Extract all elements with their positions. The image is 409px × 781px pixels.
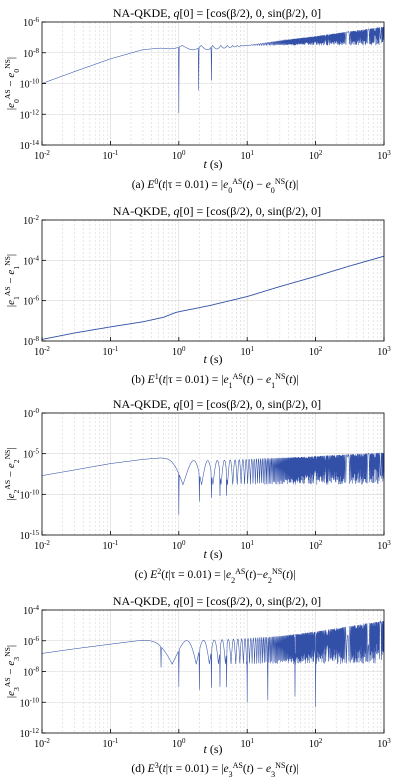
y-tick-label: 10-8 <box>23 666 39 679</box>
x-tick-label: 102 <box>309 539 323 552</box>
x-tick-label: 101 <box>240 149 254 162</box>
y-tick-label: 10-12 <box>20 108 40 121</box>
axes-box <box>41 219 385 342</box>
figure-caption: (d) E3(t|τ = 0.01) = |e3AS(t) − e3NS(t)| <box>131 761 298 779</box>
y-tick-label: 10-5 <box>23 448 39 461</box>
x-tick-label: 10-2 <box>34 345 50 358</box>
x-tick-label: 100 <box>172 345 186 358</box>
x-axis-label: t (s) <box>203 157 222 171</box>
x-tick-label: 102 <box>309 737 323 750</box>
x-tick-label: 103 <box>377 149 391 162</box>
y-axis-label: |e3AS − e3NS| <box>3 645 21 698</box>
x-tick-label: 101 <box>240 737 254 750</box>
y-axis-label: |e0AS − e0NS| <box>3 57 21 110</box>
y-tick-label: 10-10 <box>20 696 40 709</box>
x-tick-label: 100 <box>172 539 186 552</box>
series-line-c-0 <box>41 452 385 515</box>
y-tick-label: 10-14 <box>20 139 40 152</box>
x-tick-label: 103 <box>377 737 391 750</box>
x-tick-label: 10-2 <box>34 539 50 552</box>
y-axis-label: |e2AS − e2NS| <box>3 447 21 500</box>
grid <box>42 220 384 341</box>
axes-box <box>41 412 385 536</box>
y-tick-label: 10-6 <box>23 635 39 648</box>
x-tick-label: 102 <box>309 345 323 358</box>
y-axis-label-text: |e1AS − e1NS| <box>3 254 21 307</box>
y-tick-label: 10-2 <box>23 214 39 227</box>
figure-caption: (c) E2(t|τ = 0.01) = |e2AS(t)−e2NS(t)| <box>135 567 296 585</box>
x-tick-label: 101 <box>240 345 254 358</box>
x-axis-label: t (s) <box>203 547 222 561</box>
y-tick-label: 10-8 <box>23 335 39 348</box>
y-tick-label: 10-6 <box>23 295 39 308</box>
x-tick-label: 10-2 <box>34 149 50 162</box>
panel-d: 10-2 10-1 100 101 102 103 10-12 10-10 10-8 10-6 10… <box>3 594 392 779</box>
x-axis-label: t (s) <box>203 742 222 756</box>
y-tick-label: 10-10 <box>20 78 40 91</box>
y-axis-label: |e1AS − e1NS| <box>3 254 21 307</box>
y-tick-label: 10-0 <box>23 407 39 420</box>
x-axis-label: t (s) <box>203 352 222 366</box>
figure-caption: (a) E0(t|τ = 0.01) = |e0AS(t) − e0NS(t)| <box>132 177 299 195</box>
panel-b: 10-2 10-1 100 101 102 103 10-8 10-6 10-4 10-2 NA-Q… <box>3 204 392 390</box>
y-tick-label: 10-4 <box>23 254 39 267</box>
chart-title: NA-QKDE, q[0] = [cos(β/2), 0, sin(β/2), … <box>113 594 321 608</box>
chart-title: NA-QKDE, q[0] = [cos(β/2), 0, sin(β/2), … <box>113 397 321 411</box>
x-tick-label: 102 <box>309 149 323 162</box>
series-line-b-0 <box>41 255 385 340</box>
series-line-a-0 <box>41 26 385 114</box>
panel-c: 10-2 10-1 100 101 102 103 10-15 10-10 10-5 10-0 NA… <box>3 397 392 585</box>
x-tick-label: 100 <box>172 737 186 750</box>
x-tick-label: 10-1 <box>102 539 118 552</box>
y-tick-label: 10-15 <box>20 529 40 542</box>
chart-title: NA-QKDE, q[0] = [cos(β/2), 0, sin(β/2), … <box>113 204 321 218</box>
y-axis-label-text: |e0AS − e0NS| <box>3 57 21 110</box>
y-tick-label: 10-10 <box>20 488 40 501</box>
y-tick-label: 10-6 <box>23 16 39 29</box>
y-tick-label: 10-8 <box>23 47 39 60</box>
series-line-d-0 <box>41 620 385 707</box>
y-tick-label: 10-4 <box>23 604 39 617</box>
x-tick-label: 10-1 <box>102 737 118 750</box>
x-tick-label: 10-1 <box>102 345 118 358</box>
chart-title: NA-QKDE, q[0] = [cos(β/2), 0, sin(β/2), … <box>113 6 321 20</box>
x-tick-label: 100 <box>172 149 186 162</box>
y-tick-label: 10-12 <box>20 727 40 740</box>
panel-a: 10-2 10-1 100 101 102 103 10-14 10-12 10-10 10-8 1… <box>3 6 392 195</box>
y-axis-label-text: |e3AS − e3NS| <box>3 645 21 698</box>
figure-caption: (b) E1(t|τ = 0.01) = |e1AS(t) − e1NS(t)| <box>131 372 298 390</box>
x-tick-label: 101 <box>240 539 254 552</box>
x-tick-label: 10-2 <box>34 737 50 750</box>
x-tick-label: 10-1 <box>102 149 118 162</box>
x-tick-label: 103 <box>377 345 391 358</box>
plot-area <box>42 220 384 341</box>
x-tick-label: 103 <box>377 539 391 552</box>
y-axis-label-text: |e2AS − e2NS| <box>3 447 21 500</box>
